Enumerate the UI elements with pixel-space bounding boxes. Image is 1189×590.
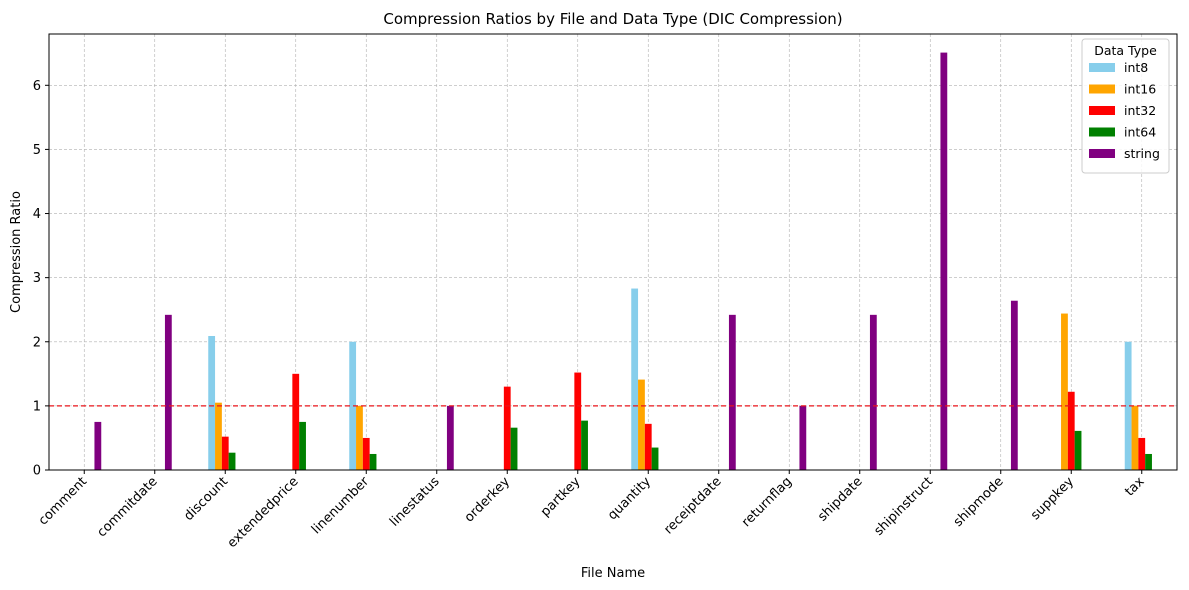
chart-title: Compression Ratios by File and Data Type… xyxy=(383,10,842,28)
x-tick-label: shipinstruct xyxy=(871,474,936,539)
x-axis-label: File Name xyxy=(581,566,645,581)
legend-swatch-int32 xyxy=(1089,106,1115,115)
bar-int8-tax xyxy=(1124,341,1132,470)
bar-int64-suppkey xyxy=(1074,430,1082,470)
bar-int64-quantity xyxy=(651,447,659,470)
bar-int64-partkey xyxy=(581,420,588,470)
bar-int32-linenumber xyxy=(362,437,370,470)
bar-int8-quantity xyxy=(631,288,639,470)
plot-frame xyxy=(48,33,1178,471)
x-tick-label: receiptdate xyxy=(661,474,724,537)
x-tick-label: partkey xyxy=(538,474,584,520)
x-tick-label: tax xyxy=(1122,474,1148,500)
bar-int16-linenumber xyxy=(356,405,363,470)
x-tick-label: quantity xyxy=(605,474,654,523)
bar-string-shipmode xyxy=(1010,300,1018,470)
bar-int16-discount xyxy=(215,402,222,470)
bar-string-shipinstruct xyxy=(940,52,948,470)
bar-int32-partkey xyxy=(574,372,582,470)
bar-int32-orderkey xyxy=(503,386,511,470)
bar-int64-tax xyxy=(1145,453,1152,470)
y-tick-label: 5 xyxy=(33,143,41,158)
bar-string-commitdate xyxy=(164,314,172,470)
bar-string-comment xyxy=(94,421,102,470)
y-tick-label: 3 xyxy=(33,271,41,286)
y-tick-label: 6 xyxy=(33,79,41,94)
bar-int64-orderkey xyxy=(510,427,518,470)
bar-int8-linenumber xyxy=(349,341,357,470)
legend-label-int32: int32 xyxy=(1124,103,1156,118)
y-axis-label: Compression Ratio xyxy=(9,191,24,313)
bar-string-receiptdate xyxy=(728,314,736,470)
legend-swatch-int64 xyxy=(1089,127,1115,137)
bars xyxy=(94,52,1152,470)
legend-label-int8: int8 xyxy=(1124,60,1148,75)
x-tick-label: linestatus xyxy=(387,474,443,530)
legend-label-int16: int16 xyxy=(1124,82,1156,97)
bar-int32-discount xyxy=(221,436,229,470)
legend-swatch-int16 xyxy=(1089,84,1115,94)
x-tick-label: discount xyxy=(181,474,231,524)
y-axis-ticks: 0 1 2 3 4 5 6 xyxy=(33,79,49,479)
x-tick-label: extendedprice xyxy=(225,474,302,551)
legend-title: Data Type xyxy=(1094,43,1157,58)
x-tick-label: linenumber xyxy=(309,474,373,538)
y-tick-label: 4 xyxy=(33,207,41,222)
bar-string-linestatus xyxy=(446,405,454,470)
y-tick-label: 0 xyxy=(33,464,41,479)
bar-int32-tax xyxy=(1138,437,1146,470)
bar-int8-discount xyxy=(208,335,216,470)
legend-label-string: string xyxy=(1124,146,1160,161)
x-tick-label: returnflag xyxy=(739,474,795,530)
legend-swatch-int8 xyxy=(1089,63,1115,72)
x-tick-label: shipmode xyxy=(951,474,1007,530)
bar-string-returnflag xyxy=(799,405,807,470)
x-tick-label: commitdate xyxy=(94,474,160,540)
y-tick-label: 1 xyxy=(33,399,41,414)
bar-int16-suppkey xyxy=(1061,313,1068,470)
bar-int16-tax xyxy=(1131,405,1139,470)
bar-int32-extendedprice xyxy=(292,373,300,470)
bar-int32-quantity xyxy=(644,423,652,470)
bar-int64-linenumber xyxy=(369,453,377,470)
bar-string-shipdate xyxy=(869,314,877,470)
x-tick-label: comment xyxy=(36,474,90,528)
bar-int64-extendedprice xyxy=(299,421,306,470)
x-tick-label: orderkey xyxy=(462,474,513,525)
legend-box xyxy=(1081,38,1170,174)
legend-swatch-string xyxy=(1089,149,1115,158)
legend-label-int64: int64 xyxy=(1124,125,1156,140)
x-tick-label: suppkey xyxy=(1028,474,1077,523)
x-tick-label: shipdate xyxy=(815,474,865,524)
legend: Data Type int8 int16 int32 int64 string xyxy=(1081,38,1170,174)
bar-int32-suppkey xyxy=(1067,391,1075,470)
bar-int16-quantity xyxy=(638,379,645,470)
bar-int64-discount xyxy=(228,452,236,470)
y-tick-label: 2 xyxy=(33,335,41,350)
